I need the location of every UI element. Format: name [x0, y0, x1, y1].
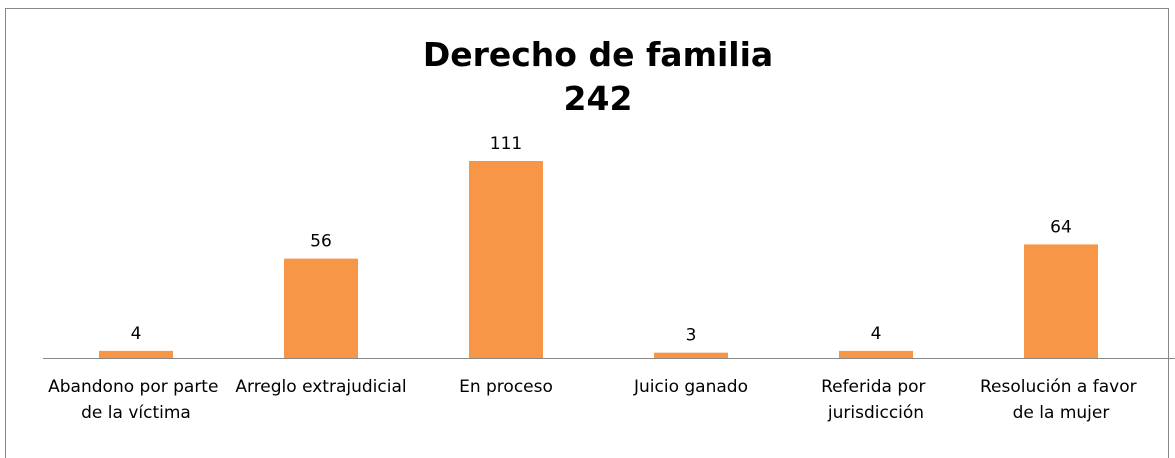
bar [1024, 244, 1098, 358]
data-label: 56 [310, 232, 332, 252]
data-label: 3 [686, 326, 697, 346]
bar [654, 352, 728, 358]
x-tick-label: En proceso [459, 377, 553, 397]
data-label: 111 [490, 134, 522, 154]
bar [469, 161, 543, 358]
bar [839, 350, 913, 358]
x-tick-label: Referida por jurisdicción [821, 377, 931, 423]
x-tick-label: Arreglo extrajudicial [235, 377, 406, 397]
bar [99, 350, 173, 358]
x-tick-label: Resolución a favor de la mujer [980, 377, 1142, 423]
data-label: 4 [871, 324, 882, 344]
data-label: 64 [1050, 217, 1072, 237]
chart-frame [5, 8, 1169, 458]
bar [284, 258, 358, 358]
chart-subtitle: 242 [564, 79, 633, 118]
x-tick-label: Juicio ganado [633, 377, 748, 397]
chart-title: Derecho de familia [423, 35, 773, 74]
data-label: 4 [131, 324, 142, 344]
x-tick-label: Abandono por parte de la víctima [48, 377, 224, 423]
